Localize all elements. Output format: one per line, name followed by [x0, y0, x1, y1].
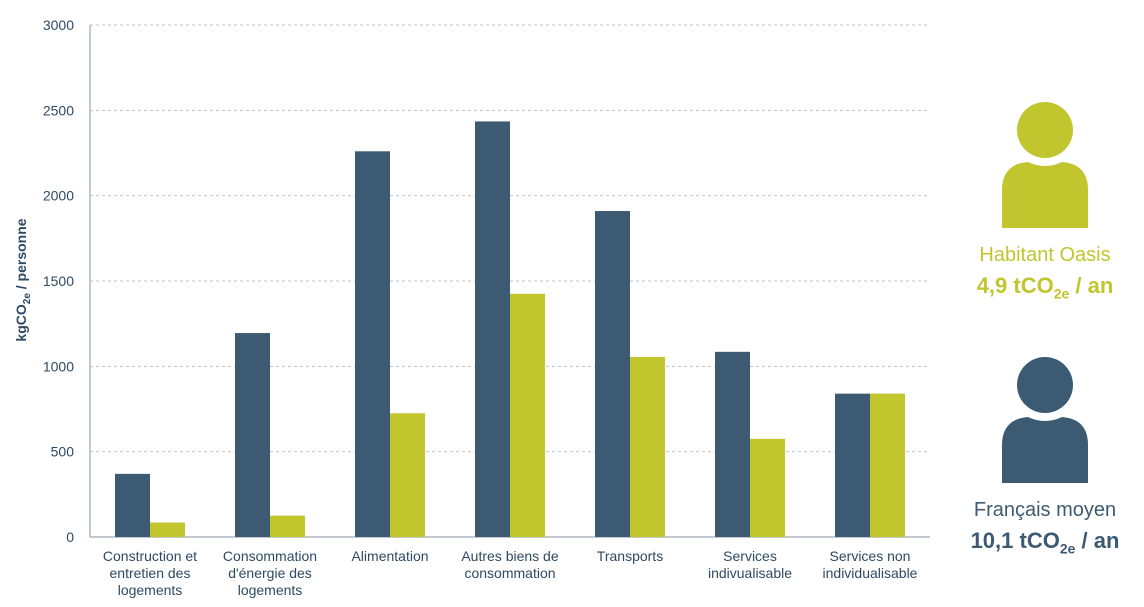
bar-habitant-oasis [270, 515, 305, 537]
bar-habitant-oasis [390, 413, 425, 537]
bar-habitant-oasis [870, 393, 905, 537]
person-icon [1002, 357, 1088, 483]
y-axis-title: kgCO2e / personne [13, 218, 33, 341]
x-category-label: Autres biens de consommation [461, 548, 558, 581]
x-category-label: Alimentation [351, 548, 428, 564]
y-tick-label: 1500 [43, 273, 74, 289]
y-tick-label: 500 [51, 444, 75, 460]
legend-french: Français moyen 10,1 tCO2e / an [945, 355, 1144, 556]
bar-habitant-oasis [150, 522, 185, 537]
y-tick-label: 3000 [43, 17, 74, 33]
y-tick-label: 1000 [43, 358, 74, 374]
legend-oasis-name: Habitant Oasis [979, 244, 1111, 266]
y-tick-label: 0 [66, 529, 74, 545]
bar-francais-moyen [355, 151, 390, 537]
x-category-label: Services indivualisable [708, 548, 792, 581]
bar-chart: 0 500 1000 1500 2000 2500 3000 Construction et… [13, 17, 930, 598]
legend-oasis: Habitant Oasis 4,9 tCO2e / an [945, 100, 1144, 301]
bar-habitant-oasis [510, 293, 545, 537]
bar-habitant-oasis [630, 356, 665, 537]
x-category-label: Construction et entretien des logements [103, 548, 197, 598]
x-category-label: Consommation d'énergie des logements [223, 548, 317, 598]
bar-francais-moyen [475, 121, 510, 537]
bar-francais-moyen [835, 393, 870, 537]
legend-oasis-value: 4,9 tCO2e / an [976, 273, 1114, 302]
x-category-label: Services non individualisable [823, 548, 918, 581]
y-tick-label: 2000 [43, 188, 74, 204]
bar-francais-moyen [235, 333, 270, 537]
y-tick-label: 2500 [43, 102, 74, 118]
bar-habitant-oasis [750, 438, 785, 537]
bar-francais-moyen [115, 473, 150, 537]
legend-french-value: 10,1 tCO2e / an [970, 528, 1120, 557]
bar-francais-moyen [595, 211, 630, 537]
bar-francais-moyen [715, 351, 750, 537]
legend-french-name: Français moyen [973, 499, 1117, 521]
person-icon [1002, 102, 1088, 228]
x-category-label: Transports [597, 548, 663, 564]
